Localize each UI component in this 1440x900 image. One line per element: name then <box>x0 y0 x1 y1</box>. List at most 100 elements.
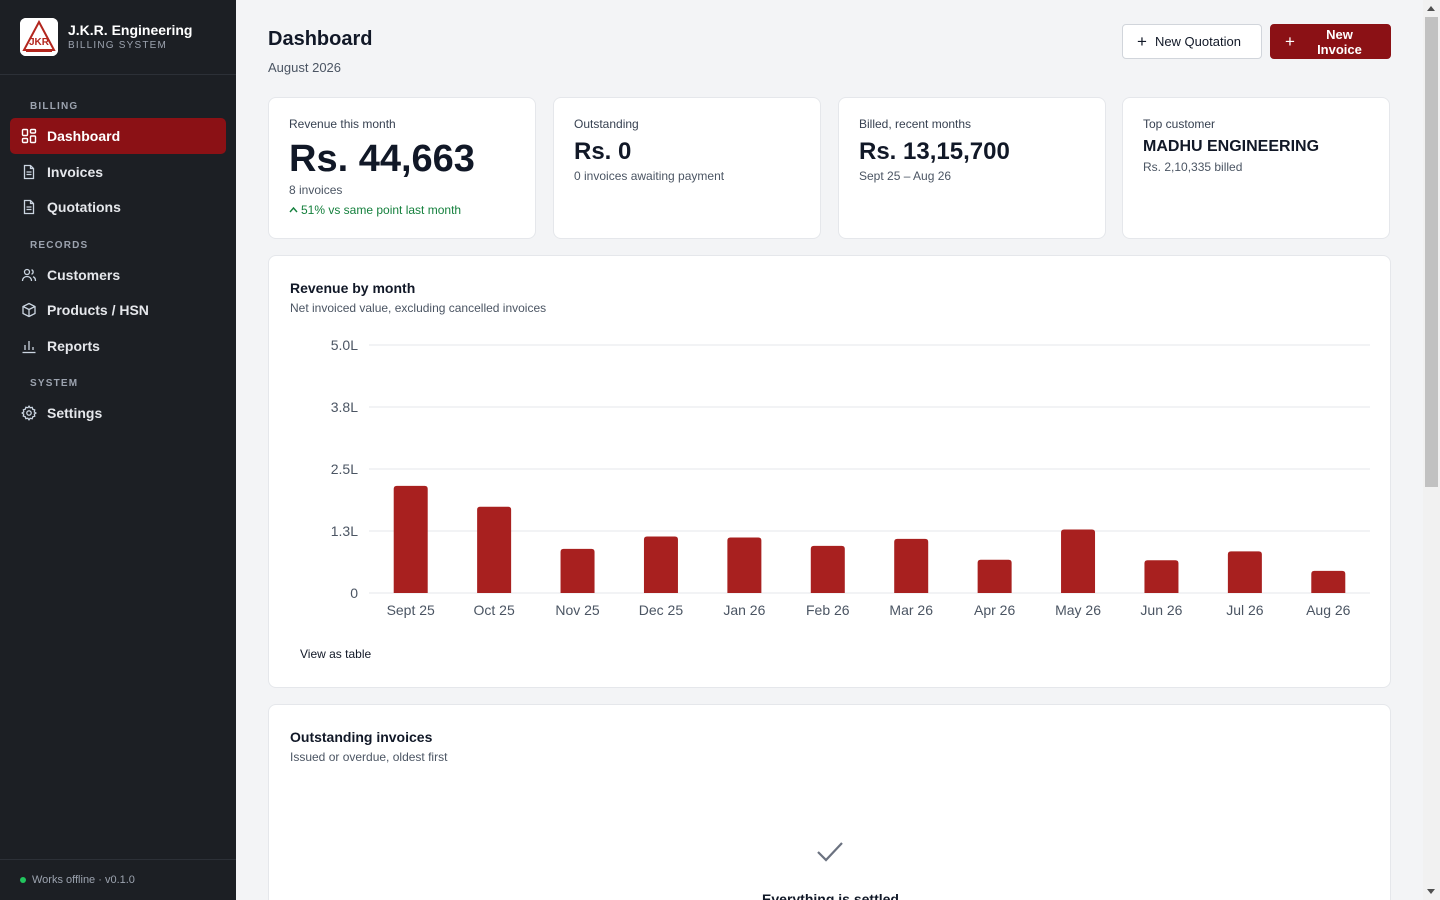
outstanding-invoices-card: Outstanding invoices Issued or overdue, … <box>268 704 1391 900</box>
x-tick-label: Jul 26 <box>1226 602 1264 618</box>
section-label-billing: BILLING <box>30 101 79 112</box>
bar-oct-25[interactable] <box>477 506 512 593</box>
new-quotation-label: New Quotation <box>1154 34 1241 49</box>
plus-icon: + <box>1137 32 1147 51</box>
page-title: Dashboard <box>268 28 373 50</box>
revenue-chart-card: Revenue by month Net invoiced value, exc… <box>268 255 1391 688</box>
bar-nov-25[interactable] <box>560 548 595 593</box>
page-scrollbar[interactable] <box>1423 0 1440 900</box>
sidebar-item-reports[interactable]: Reports <box>10 328 226 364</box>
document-icon <box>23 164 35 180</box>
logo-text: JKR <box>29 37 50 48</box>
sidebar-item-settings[interactable]: Settings <box>10 395 226 431</box>
section-label-records: RECORDS <box>30 240 89 251</box>
x-tick-label: Nov 25 <box>555 602 600 618</box>
stat-delta-text: 51% vs same point last month <box>301 203 462 217</box>
checkmark-icon <box>817 842 843 862</box>
sidebar-item-dashboard[interactable]: Dashboard <box>10 118 226 154</box>
arrow-up-icon <box>289 206 298 213</box>
sidebar-item-quotations[interactable]: Quotations <box>10 189 226 225</box>
scroll-up-icon[interactable] <box>1427 6 1435 11</box>
online-status-icon <box>20 877 26 883</box>
company-logo: JKR <box>20 18 58 56</box>
sidebar-item-label: Quotations <box>47 199 121 215</box>
x-tick-label: Jun 26 <box>1140 602 1182 618</box>
sidebar-item-invoices[interactable]: Invoices <box>10 154 226 190</box>
logo-mark: JKR <box>20 18 58 56</box>
chart-subtitle: Net invoiced value, excluding cancelled … <box>290 301 547 315</box>
outstanding-title: Outstanding invoices <box>290 729 433 745</box>
stat-note: Rs. 2,10,335 billed <box>1143 160 1243 174</box>
x-tick-label: Jan 26 <box>723 602 765 618</box>
sidebar-item-customers[interactable]: Customers <box>10 257 226 293</box>
new-invoice-button[interactable]: + New Invoice <box>1270 24 1391 59</box>
empty-state-message: Everything is settled <box>762 891 899 900</box>
stat-card-revenue: Revenue this month Rs. 44,663 8 invoices… <box>268 97 536 239</box>
scroll-down-icon[interactable] <box>1427 889 1435 894</box>
users-icon <box>21 268 37 282</box>
stat-value: Rs. 0 <box>574 138 632 165</box>
x-tick-label: Apr 26 <box>974 602 1015 618</box>
outstanding-subtitle: Issued or overdue, oldest first <box>290 750 448 764</box>
gear-icon <box>21 405 37 421</box>
bar-chart-icon <box>22 341 36 354</box>
x-tick-label: Sept 25 <box>387 602 435 618</box>
stat-note: 8 invoices <box>289 183 343 197</box>
brand-header: JKR J.K.R. Engineering BILLING SYSTEM <box>0 0 236 75</box>
grid-icon <box>21 128 37 144</box>
plus-icon: + <box>1285 32 1295 51</box>
sidebar-item-label: Products / HSN <box>47 302 149 318</box>
y-tick-label: 5.0L <box>331 337 358 353</box>
sidebar-item-label: Dashboard <box>47 128 121 144</box>
y-tick-label: 2.5L <box>331 461 358 477</box>
stat-delta: 51% vs same point last month <box>289 203 515 217</box>
new-invoice-label: New Invoice <box>1317 26 1362 57</box>
y-tick-label: 1.3L <box>331 523 358 539</box>
bar-aug-26[interactable] <box>1311 570 1346 593</box>
y-tick-label: 3.8L <box>331 399 358 415</box>
sidebar: JKR J.K.R. Engineering BILLING SYSTEM BI… <box>0 0 236 900</box>
stat-value: MADHU ENGINEERING <box>1143 138 1320 155</box>
stat-card-top-customer: Top customer MADHU ENGINEERING Rs. 2,10,… <box>1122 97 1390 239</box>
version-text: Works offline · v0.1.0 <box>32 874 135 886</box>
stat-note: Sept 25 – Aug 26 <box>859 169 952 183</box>
bar-sept-25[interactable] <box>393 485 428 593</box>
bar-mar-26[interactable] <box>894 538 929 593</box>
stat-card-billed: Billed, recent months Rs. 13,15,700 Sept… <box>838 97 1106 239</box>
sidebar-item-label: Reports <box>47 338 100 354</box>
sidebar-item-label: Invoices <box>47 164 104 180</box>
stat-value: Rs. 44,663 <box>289 138 475 180</box>
stat-note: 0 invoices awaiting payment <box>574 169 725 183</box>
x-tick-label: Aug 26 <box>1306 602 1351 618</box>
bar-jan-26[interactable] <box>727 537 762 593</box>
box-icon <box>22 302 36 318</box>
scroll-thumb[interactable] <box>1425 17 1438 487</box>
chart-title: Revenue by month <box>290 280 416 296</box>
view-as-table-link[interactable]: View as table <box>300 647 372 661</box>
x-tick-label: Oct 25 <box>474 602 515 618</box>
sidebar-item-label: Settings <box>47 405 103 421</box>
x-tick-label: Mar 26 <box>889 602 933 618</box>
brand-name: J.K.R. Engineering <box>68 22 193 38</box>
bar-may-26[interactable] <box>1061 529 1096 593</box>
bar-jul-26[interactable] <box>1227 551 1262 593</box>
stat-label: Outstanding <box>574 117 639 131</box>
brand-subtitle: BILLING SYSTEM <box>68 40 168 51</box>
sidebar-item-products[interactable]: Products / HSN <box>10 292 226 328</box>
bar-dec-25[interactable] <box>643 536 678 593</box>
section-label-system: SYSTEM <box>30 378 79 389</box>
bar-feb-26[interactable] <box>810 545 845 593</box>
sidebar-footer: Works offline · v0.1.0 <box>0 859 236 900</box>
bar-apr-26[interactable] <box>977 559 1012 593</box>
document-icon <box>23 199 35 215</box>
y-tick-label: 0 <box>350 585 358 601</box>
stat-value: Rs. 13,15,700 <box>859 138 1010 165</box>
new-quotation-button[interactable]: + New Quotation <box>1122 24 1262 59</box>
bar-jun-26[interactable] <box>1144 560 1179 593</box>
sidebar-item-label: Customers <box>47 267 121 283</box>
stat-label: Top customer <box>1143 117 1216 131</box>
x-tick-label: Feb 26 <box>806 602 850 618</box>
page-subtitle: August 2026 <box>268 60 342 75</box>
x-tick-label: Dec 25 <box>639 602 684 618</box>
revenue-chart: 0 1.3L 2.5L 3.8L 5.0L Sept 25 Oct 25 Nov 25 Dec … <box>331 337 1370 618</box>
